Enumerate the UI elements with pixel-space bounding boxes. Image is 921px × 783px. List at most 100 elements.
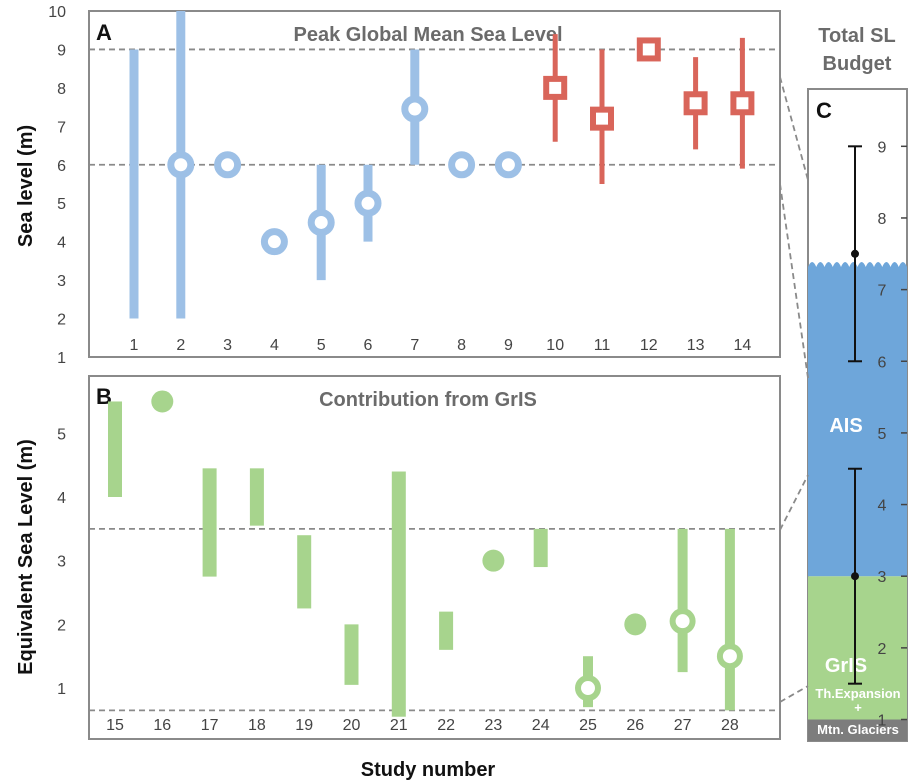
panel-c-segment-thexp (808, 719, 907, 741)
panel-a-xtick-label: 11 (594, 337, 611, 354)
panel-a-ytick-label: 6 (57, 158, 66, 175)
panel-c-letter: C (816, 98, 832, 123)
panel-b-xtick-label: 22 (437, 717, 455, 734)
panel-b-study-marker-circle (716, 643, 743, 670)
panel-a-study-marker-square (683, 91, 708, 116)
panel-c-thexp-label-line: + (854, 700, 862, 715)
panel-b-study-range-bar (202, 468, 217, 577)
panel-b-xtick-label: 21 (390, 717, 408, 734)
panel-a-study-marker-circle (214, 151, 242, 179)
panel-a-xtick-label: 14 (734, 337, 752, 354)
panel-c-segment-ais (808, 266, 907, 577)
panel-c-error-center (851, 572, 859, 581)
panel-b-study-range-bar (108, 401, 122, 497)
panel-b-xtick-label: 17 (201, 717, 219, 734)
panel-a-ytick-label: 2 (57, 312, 66, 329)
panel-a-study-marker-circle (260, 228, 288, 256)
panel-b-xtick-label: 19 (295, 717, 313, 734)
panel-b-study-range-bar (677, 528, 688, 673)
panel-c-thexp-label-line: Mtn. Glaciers (817, 722, 899, 737)
panel-c-ytick-label: 3 (878, 569, 887, 586)
panel-c-ais-label: AIS (829, 415, 862, 437)
panel-b-ytick-label: 2 (57, 617, 66, 634)
panel-b-letter: B (96, 384, 112, 409)
panel-a-xtick-label: 12 (640, 337, 658, 354)
panel-c-ytick-label: 7 (878, 283, 887, 300)
panel-b-ytick-label: 1 (57, 681, 66, 698)
panel-a-ylabel: Sea level (m) (15, 125, 37, 247)
panel-a-xtick-label: 5 (317, 337, 326, 354)
panel-a-xtick-label: 10 (546, 337, 564, 354)
panel-b-study-marker-dot (482, 549, 505, 572)
panel-c-ytick-label: 5 (878, 426, 887, 443)
panel-b-study-range-bar (344, 624, 359, 685)
panel-c-ytick-label: 2 (878, 641, 887, 658)
panel-a-study-marker-circle (167, 151, 195, 179)
panel-a-study-marker-square (543, 75, 568, 100)
panel-b-ytick-label: 5 (57, 426, 66, 443)
panel-b-ylabel: Equivalent Sea Level (m) (15, 439, 37, 675)
panel-b-study-range-bar (724, 528, 735, 711)
panel-b-xtick-label: 27 (674, 717, 692, 734)
panel-b-study-marker-dot (624, 613, 647, 636)
panel-a-ytick-label: 8 (57, 81, 66, 98)
panel-a-ytick-label: 5 (57, 196, 66, 213)
panel-b-xtick-label: 15 (106, 717, 124, 734)
panel-a-xtick-label: 1 (130, 337, 139, 354)
panel-b-study-marker-circle (669, 608, 696, 635)
panel-c-thexp-label-line: Th.Expansion (815, 686, 900, 701)
panel-b-study-marker-circle (575, 675, 601, 702)
panel-a-study-marker-circle (494, 151, 522, 179)
panel-a-xtick-label: 8 (457, 337, 466, 354)
panel-c-segment-gris (808, 576, 907, 720)
connector-a-bottom (779, 183, 809, 379)
panel-a-xtick-label: 6 (364, 337, 373, 354)
panel-b-study-marker-dot (151, 390, 174, 413)
panel-b-study-range-bar (533, 528, 548, 568)
panel-a-ytick-label: 1 (57, 350, 66, 367)
panel-a-frame (88, 10, 781, 358)
panel-c-ais-wave (808, 261, 907, 267)
panel-a-xtick-label: 3 (223, 337, 232, 354)
panel-a-study-marker-circle (401, 95, 429, 123)
panel-b-xlabel: Study number (361, 759, 496, 781)
panel-b-study-range-bar (249, 468, 264, 526)
panel-c-ytick-label: 4 (878, 498, 887, 515)
panel-b-study-range-bar (391, 471, 406, 717)
panel-b-xtick-label: 24 (532, 717, 550, 734)
panel-b-ytick-label: 3 (57, 554, 66, 571)
panel-a-study-marker-circle (448, 151, 476, 179)
panel-b-ytick-label: 4 (57, 490, 66, 507)
panel-b-xtick-label: 28 (721, 717, 739, 734)
panel-b-xtick-label: 20 (343, 717, 361, 734)
panel-c-title-line-2: Budget (823, 53, 892, 75)
panel-a-xtick-label: 7 (410, 337, 419, 354)
panel-b-xtick-label: 26 (626, 717, 644, 734)
panel-a-study-marker-circle (307, 208, 335, 236)
panel-c-gris-label: GrIS (825, 655, 867, 677)
panel-a-xtick-label: 2 (176, 337, 185, 354)
panel-b-xtick-label: 25 (579, 717, 597, 734)
connector-b-bottom (779, 685, 809, 703)
panel-a-letter: A (96, 20, 112, 45)
panel-a-xtick-label: 4 (270, 337, 279, 354)
panel-b-frame (88, 375, 781, 740)
panel-b-xtick-label: 16 (153, 717, 171, 734)
panel-a-study-marker-circle (354, 189, 382, 217)
panel-b-study-range-bar (297, 535, 312, 609)
panel-b-study-range-bar (439, 611, 454, 650)
panel-c-ytick-label: 1 (878, 713, 887, 730)
panel-c-ytick-label: 9 (878, 139, 887, 156)
panel-a-ytick-label: 10 (48, 4, 66, 21)
panel-c-title-line-1: Total SL (818, 25, 895, 47)
panel-a-ytick-label: 9 (57, 42, 66, 59)
panel-c-error-center (851, 249, 859, 258)
panel-a-ytick-label: 7 (57, 119, 66, 136)
panel-c-ytick-label: 8 (878, 211, 887, 228)
panel-a-xtick-label: 9 (504, 337, 513, 354)
panel-a-study-marker-square (730, 91, 755, 116)
